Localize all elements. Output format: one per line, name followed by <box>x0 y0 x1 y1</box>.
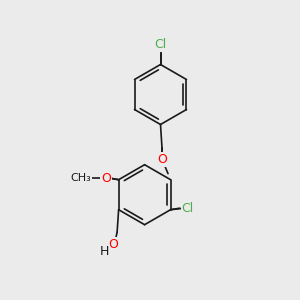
Text: H: H <box>100 245 109 258</box>
Text: CH₃: CH₃ <box>71 173 92 183</box>
Text: O: O <box>101 172 111 185</box>
Text: O: O <box>157 153 167 166</box>
Text: Cl: Cl <box>182 202 194 215</box>
Text: Cl: Cl <box>154 38 166 51</box>
Text: O: O <box>109 238 118 251</box>
